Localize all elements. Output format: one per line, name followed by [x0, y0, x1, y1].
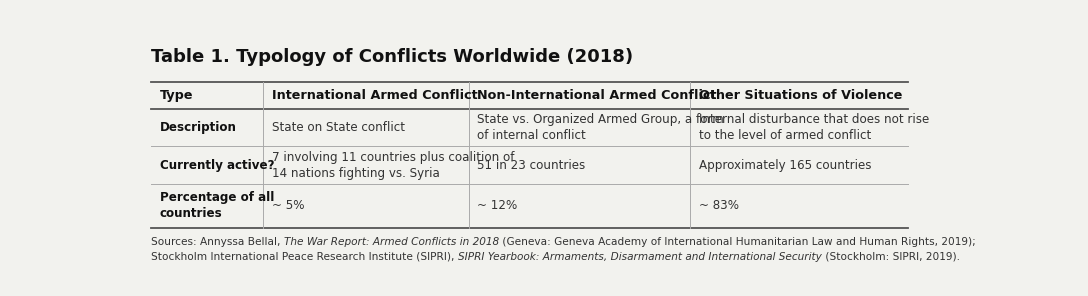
Text: State vs. Organized Armed Group, a form
of internal conflict: State vs. Organized Armed Group, a form … — [478, 113, 725, 142]
Text: Description: Description — [160, 121, 236, 134]
Text: Stockholm International Peace Research Institute (SIPRI),: Stockholm International Peace Research I… — [151, 252, 458, 262]
Text: (Geneva: Geneva Academy of International Humanitarian Law and Human Rights, 2019: (Geneva: Geneva Academy of International… — [499, 237, 976, 247]
Text: Internal disturbance that does not rise
to the level of armed conflict: Internal disturbance that does not rise … — [698, 113, 929, 142]
Text: (Stockholm: SIPRI, 2019).: (Stockholm: SIPRI, 2019). — [821, 252, 960, 262]
Text: ~ 5%: ~ 5% — [272, 200, 305, 212]
Text: The War Report: Armed Conflicts in 2018: The War Report: Armed Conflicts in 2018 — [284, 237, 499, 247]
Text: Currently active?: Currently active? — [160, 159, 274, 171]
Text: State on State conflict: State on State conflict — [272, 121, 405, 134]
Text: Other Situations of Violence: Other Situations of Violence — [698, 89, 902, 102]
Text: International Armed Conflict: International Armed Conflict — [272, 89, 478, 102]
Text: ~ 12%: ~ 12% — [478, 200, 518, 212]
Text: Sources: Annyssa Bellal,: Sources: Annyssa Bellal, — [151, 237, 284, 247]
Text: Non-International Armed Conflict: Non-International Armed Conflict — [478, 89, 717, 102]
Text: Type: Type — [160, 89, 193, 102]
Text: SIPRI Yearbook: Armaments, Disarmament and International Security: SIPRI Yearbook: Armaments, Disarmament a… — [458, 252, 821, 262]
Text: Table 1. Typology of Conflicts Worldwide (2018): Table 1. Typology of Conflicts Worldwide… — [151, 48, 633, 66]
Text: 51 in 23 countries: 51 in 23 countries — [478, 159, 585, 171]
Text: Percentage of all
countries: Percentage of all countries — [160, 192, 274, 220]
Text: ~ 83%: ~ 83% — [698, 200, 739, 212]
Text: 7 involving 11 countries plus coalition of
14 nations fighting vs. Syria: 7 involving 11 countries plus coalition … — [272, 151, 515, 180]
Text: Approximately 165 countries: Approximately 165 countries — [698, 159, 871, 171]
